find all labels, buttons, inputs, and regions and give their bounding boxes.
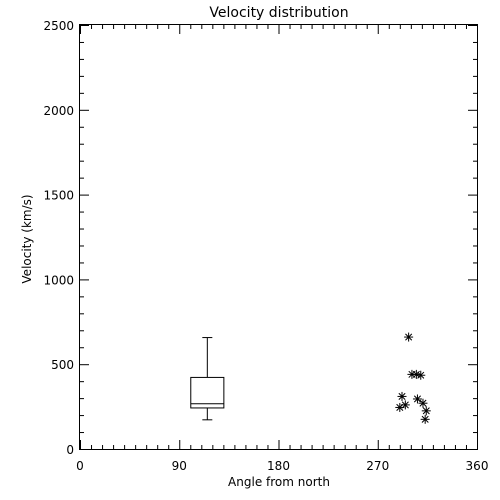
asterisk-stroke (422, 407, 430, 415)
data-point (412, 394, 422, 404)
asterisk-stroke (413, 395, 421, 403)
data-points (395, 332, 431, 424)
asterisk-stroke (401, 401, 409, 409)
axis-tick-labels: 0 90 180 270 360 0 500 1000 1500 2000 2500 (43, 19, 488, 473)
asterisk-stroke (417, 371, 425, 379)
data-point (420, 414, 430, 424)
data-point (400, 400, 410, 410)
data-point (397, 391, 407, 401)
plot-frame (79, 24, 478, 450)
boxplot (190, 337, 225, 421)
y-axis-label: Velocity (km/s) (20, 194, 34, 283)
data-point (404, 332, 414, 342)
asterisk-stroke (405, 333, 413, 341)
x-tick-label: 90 (172, 459, 187, 473)
x-tick-label: 0 (76, 459, 84, 473)
y-tick-label: 2000 (43, 104, 74, 118)
x-tick-label: 360 (466, 459, 489, 473)
axis-ticks (80, 25, 478, 450)
data-point (418, 398, 428, 408)
y-tick-label: 1500 (43, 189, 74, 203)
y-tick-label: 500 (51, 358, 74, 372)
asterisk-stroke (421, 415, 429, 423)
y-tick-label: 0 (66, 443, 74, 457)
x-tick-label: 180 (267, 459, 290, 473)
asterisk-stroke (419, 399, 427, 407)
y-tick-label: 2500 (43, 19, 74, 33)
chart-title: Velocity distribution (209, 5, 348, 21)
y-tick-label: 1000 (43, 273, 74, 287)
asterisk-stroke (398, 392, 406, 400)
data-point (421, 406, 431, 416)
x-axis-label: Angle from north (228, 475, 330, 489)
x-tick-label: 270 (366, 459, 389, 473)
data-point (416, 370, 426, 380)
